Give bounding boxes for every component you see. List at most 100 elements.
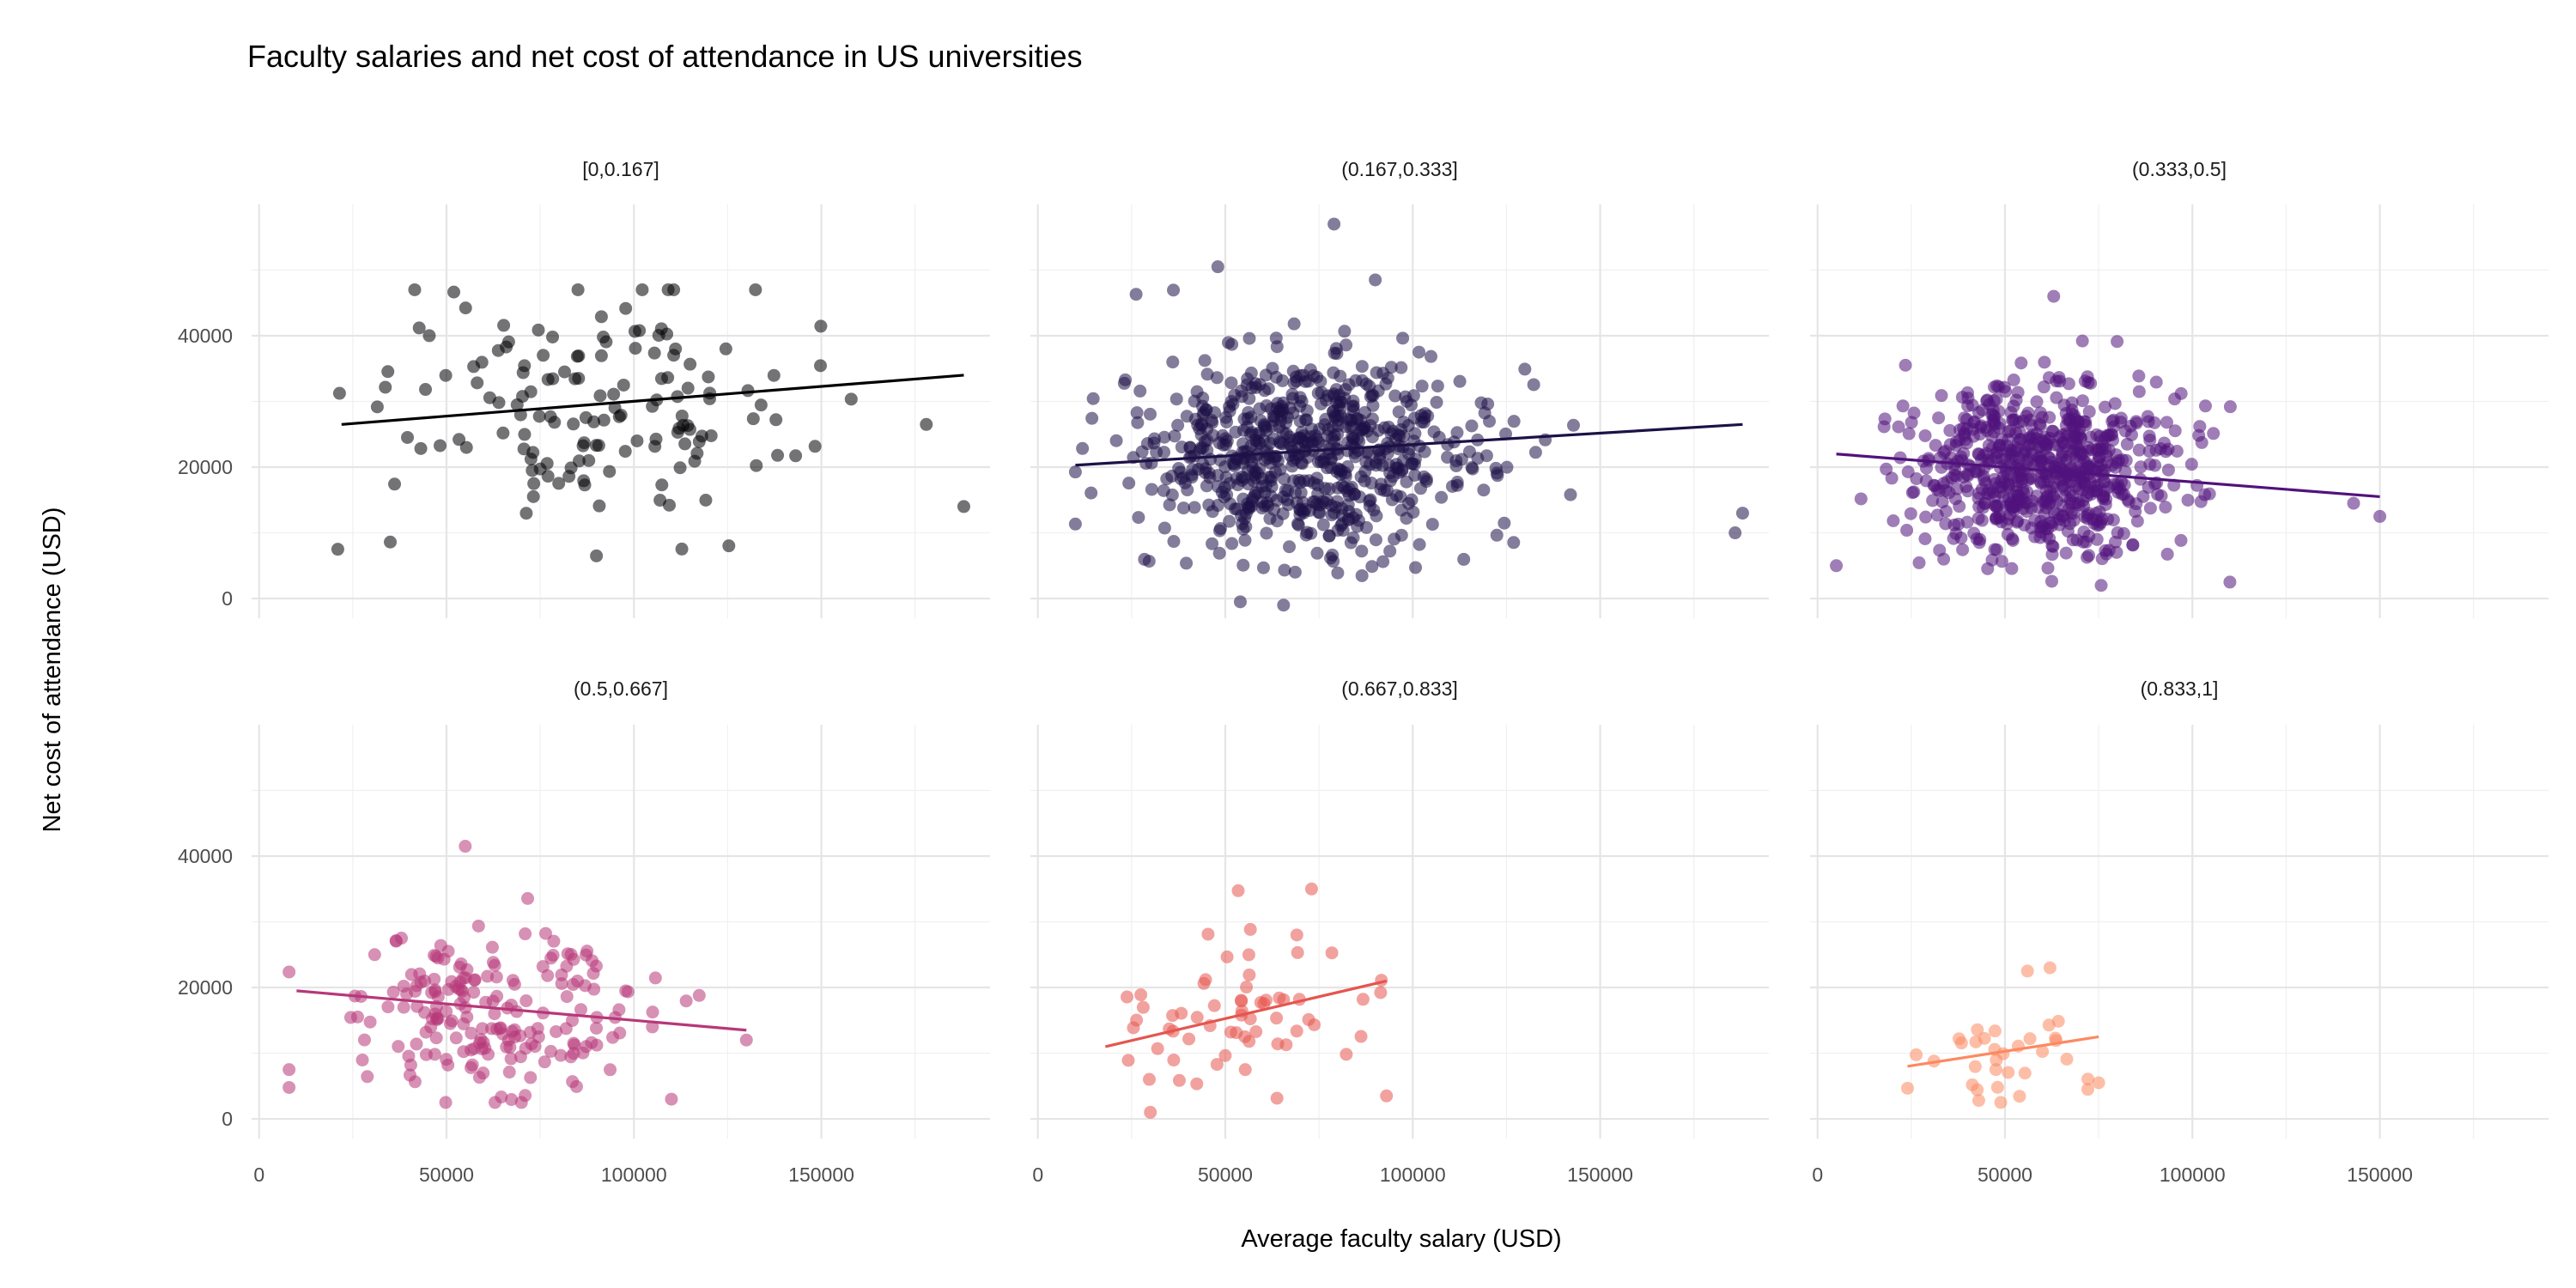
- scatter-point: [1286, 364, 1300, 378]
- scatter-point: [1198, 434, 1212, 448]
- facet-strip-label: (0.333,0.5]: [2132, 158, 2227, 180]
- scatter-point: [1314, 455, 1327, 469]
- scatter-point: [1163, 498, 1176, 512]
- scatter-point: [1134, 988, 1148, 1002]
- scatter-point: [439, 1096, 453, 1109]
- scatter-point: [1253, 426, 1267, 440]
- scatter-point: [1238, 1030, 1252, 1043]
- scatter-point: [1985, 453, 1999, 467]
- scatter-point: [576, 1046, 590, 1060]
- scatter-point: [1370, 366, 1383, 380]
- scatter-point: [1167, 283, 1181, 297]
- scatter-point: [2062, 377, 2075, 391]
- scatter-point: [2036, 1045, 2050, 1059]
- scatter-point: [1131, 416, 1145, 429]
- scatter-point: [1377, 483, 1391, 497]
- scatter-point: [1361, 446, 1375, 459]
- scatter-point: [1157, 446, 1171, 459]
- scatter-point: [1933, 483, 1947, 497]
- scatter-point: [1340, 338, 1353, 352]
- scatter-point: [1322, 529, 1336, 543]
- y-tick-label: 20000: [178, 456, 233, 478]
- scatter-point: [1430, 396, 1443, 410]
- scatter-point: [593, 389, 607, 403]
- scatter-point: [1121, 990, 1134, 1004]
- x-tick-label: 100000: [601, 1163, 667, 1186]
- facet-strip-label: (0.667,0.833]: [1341, 677, 1458, 700]
- scatter-point: [1518, 362, 1532, 376]
- scatter-point: [472, 1071, 486, 1084]
- scatter-point: [1355, 568, 1369, 582]
- scatter-point: [424, 1020, 438, 1034]
- x-tick-label: 50000: [419, 1163, 474, 1186]
- scatter-point: [1196, 392, 1210, 405]
- scatter-point: [2060, 1052, 2074, 1066]
- scatter-point: [1242, 392, 1256, 405]
- scatter-point: [1369, 533, 1382, 547]
- scatter-point: [574, 1003, 587, 1017]
- scatter-point: [1242, 968, 1256, 981]
- scatter-point: [518, 428, 532, 441]
- scatter-point: [357, 1033, 371, 1047]
- scatter-point: [1260, 399, 1273, 413]
- scatter-point: [1210, 371, 1224, 385]
- scatter-point: [2143, 501, 2157, 515]
- scatter-point: [1288, 486, 1302, 500]
- scatter-point: [1987, 394, 2001, 408]
- scatter-point: [2037, 380, 2050, 394]
- scatter-point: [2136, 489, 2150, 503]
- scatter-point: [692, 988, 706, 1002]
- scatter-point: [1182, 1032, 1196, 1046]
- scatter-point: [1886, 514, 1900, 528]
- scatter-point: [2105, 428, 2118, 441]
- scatter-point: [370, 400, 384, 414]
- scatter-point: [653, 494, 667, 507]
- scatter-point: [719, 342, 732, 355]
- scatter-point: [1331, 409, 1345, 422]
- scatter-point: [2132, 443, 2146, 457]
- scatter-point: [1236, 558, 1250, 572]
- scatter-point: [1971, 1083, 1984, 1097]
- scatter-point: [402, 1049, 416, 1063]
- scatter-point: [1960, 436, 1974, 450]
- scatter-point: [1910, 1048, 1923, 1061]
- scatter-point: [1273, 436, 1287, 450]
- scatter-point: [502, 1066, 516, 1079]
- scatter-point: [1346, 531, 1360, 544]
- scatter-point: [2007, 399, 2020, 413]
- scatter-point: [495, 1091, 508, 1104]
- scatter-point: [2102, 480, 2116, 494]
- scatter-point: [532, 410, 546, 423]
- facet-panel: (0.333,0.5]: [1810, 158, 2549, 618]
- scatter-point: [1223, 400, 1236, 414]
- scatter-point: [2142, 415, 2155, 428]
- scatter-point: [1210, 1058, 1224, 1072]
- scatter-point: [519, 1089, 532, 1103]
- scatter-point: [539, 927, 553, 940]
- scatter-point: [468, 974, 482, 987]
- scatter-point: [1396, 331, 1410, 345]
- scatter-point: [1084, 486, 1098, 500]
- scatter-point: [2149, 375, 2163, 389]
- scatter-point: [2030, 395, 2044, 409]
- scatter-point: [646, 399, 659, 413]
- scatter-point: [504, 1052, 518, 1066]
- scatter-point: [1880, 462, 1893, 476]
- scatter-point: [2078, 478, 2092, 492]
- scatter-point: [1224, 1025, 1237, 1039]
- scatter-point: [1441, 451, 1455, 465]
- x-tick-label: 150000: [2347, 1163, 2413, 1186]
- scatter-point: [604, 1063, 617, 1077]
- scatter-point: [2092, 1076, 2105, 1090]
- scatter-point: [2347, 496, 2360, 510]
- scatter-point: [1457, 552, 1471, 566]
- scatter-point: [665, 1092, 678, 1106]
- scatter-point: [2159, 501, 2172, 514]
- scatter-point: [1994, 485, 2008, 499]
- scatter-point: [2130, 514, 2144, 528]
- scatter-point: [1346, 404, 1360, 417]
- scatter-point: [1290, 1024, 1303, 1038]
- regression-line: [1075, 422, 1743, 467]
- scatter-point: [1273, 991, 1286, 1005]
- scatter-point: [554, 1048, 568, 1062]
